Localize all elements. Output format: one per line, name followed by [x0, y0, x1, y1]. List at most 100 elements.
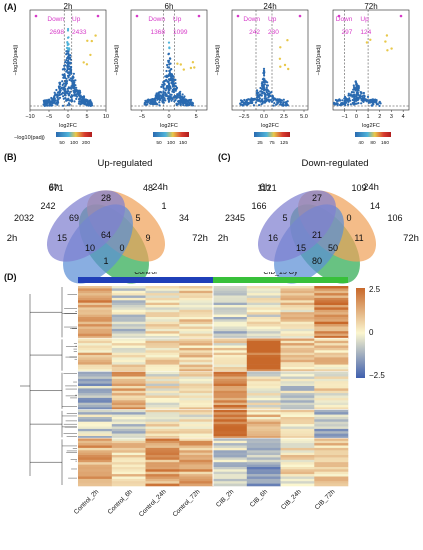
heatmap-cell [314, 447, 349, 451]
heatmap-cell [280, 290, 315, 294]
volcano-point-highlight [286, 39, 289, 42]
volcano-point [66, 90, 69, 93]
heatmap-cell [145, 364, 180, 368]
heatmap-cell [111, 324, 146, 327]
venn-set-label: 6h [260, 182, 271, 193]
heatmap-cell [213, 457, 247, 461]
volcano-point [55, 88, 58, 92]
heatmap-cell [78, 393, 112, 396]
heatmap-cell [78, 452, 112, 456]
heatmap-cell [78, 345, 112, 349]
heatmap-cell [314, 331, 349, 334]
volcano-point [57, 91, 61, 94]
volcano-point [181, 93, 184, 96]
volcano-point-highlight [90, 39, 94, 43]
volcano-point [61, 80, 64, 83]
volcano-title: 72h [364, 2, 377, 11]
volcano-point [344, 104, 347, 107]
heatmap-cell [179, 381, 214, 384]
volcano-point [250, 97, 253, 100]
heatmap-cell [213, 336, 247, 339]
venn-up-title: Up-regulated [97, 158, 153, 169]
heatmap-cell [280, 345, 315, 349]
volcano-point [162, 84, 165, 87]
heatmap-cell [213, 400, 247, 403]
heatmap-cell [78, 374, 112, 377]
heatmap-cell [213, 319, 247, 322]
heatmap-cell [145, 462, 180, 465]
volcano-point [247, 101, 250, 104]
heatmap-cell [314, 445, 349, 449]
heatmap-cell [111, 409, 146, 413]
heatmap-cell [213, 364, 247, 368]
volcano-point [173, 100, 176, 103]
heatmap-cell [145, 378, 180, 382]
heatmap-cell [179, 355, 214, 358]
heatmap-cell [246, 443, 281, 446]
volcano-point [165, 79, 168, 82]
volcano-point-highlight [179, 63, 182, 66]
volcano-point [66, 98, 70, 101]
heatmap-cell [280, 321, 315, 325]
heatmap-cell [78, 300, 112, 303]
heatmap-cell [280, 343, 315, 346]
volcano-point [79, 94, 82, 97]
volcano-point [167, 80, 170, 83]
volcano-point-highlight [193, 66, 196, 69]
volcano-point-highlight [384, 40, 387, 43]
heatmap-cell [145, 447, 180, 451]
heatmap-cell [78, 314, 112, 318]
heatmap-cell [78, 409, 112, 413]
heatmap-cell [280, 421, 315, 425]
heatmap-cell [213, 350, 247, 353]
volcano-point-extreme [399, 14, 403, 18]
volcano-point [266, 81, 269, 84]
volcano-point [78, 97, 81, 100]
volcano-point [169, 57, 172, 60]
volcano-point [69, 54, 72, 57]
heatmap-cell [246, 445, 281, 449]
heatmap-cell [111, 333, 146, 337]
volcano-point [51, 99, 54, 103]
heatmap-cell [246, 286, 281, 289]
heatmap-cell [213, 305, 247, 308]
heatmap-cell [213, 347, 247, 351]
heatmap-cell [78, 302, 112, 306]
volcano-point [264, 92, 267, 95]
heatmap-cell [179, 386, 214, 389]
heatmap-cell [280, 417, 315, 420]
heatmap-cell [179, 414, 214, 418]
volcano-ylabel: −log10(padj) [215, 44, 221, 75]
heatmap-cell [179, 336, 214, 339]
heatmap-cell [179, 459, 214, 463]
heatmap-cell [78, 464, 112, 468]
heatmap-cell [314, 402, 349, 406]
heatmap-cell [78, 419, 112, 422]
heatmap-cell [314, 455, 349, 458]
volcano-point-highlight [189, 66, 193, 70]
heatmap-cell [179, 438, 214, 442]
volcano-point [284, 104, 287, 107]
heatmap-cell [145, 295, 180, 299]
volcano-point [178, 94, 181, 97]
volcano-point [258, 97, 261, 100]
volcano-point [43, 99, 46, 102]
heatmap-cell [78, 331, 112, 334]
volcano-point [261, 92, 264, 95]
heatmap-cell [280, 347, 315, 351]
volcano-up-label: Up [360, 16, 369, 23]
heatmap-cell [246, 317, 281, 320]
heatmap-cell [314, 405, 349, 408]
volcano-point [167, 91, 170, 94]
heatmap-cell [280, 350, 315, 353]
volcano-point [350, 94, 353, 97]
heatmap-cell [78, 312, 112, 315]
volcano-point [354, 87, 357, 90]
volcano-down-count: 1368 [151, 29, 166, 36]
heatmap-cell [145, 412, 180, 415]
venn-count-n24_72: 1 [161, 201, 166, 211]
heatmap-cell [213, 417, 247, 420]
volcano-ylabel: −log10(padj) [316, 44, 322, 75]
heatmap-cell [213, 397, 247, 401]
heatmap-cell [314, 288, 349, 292]
